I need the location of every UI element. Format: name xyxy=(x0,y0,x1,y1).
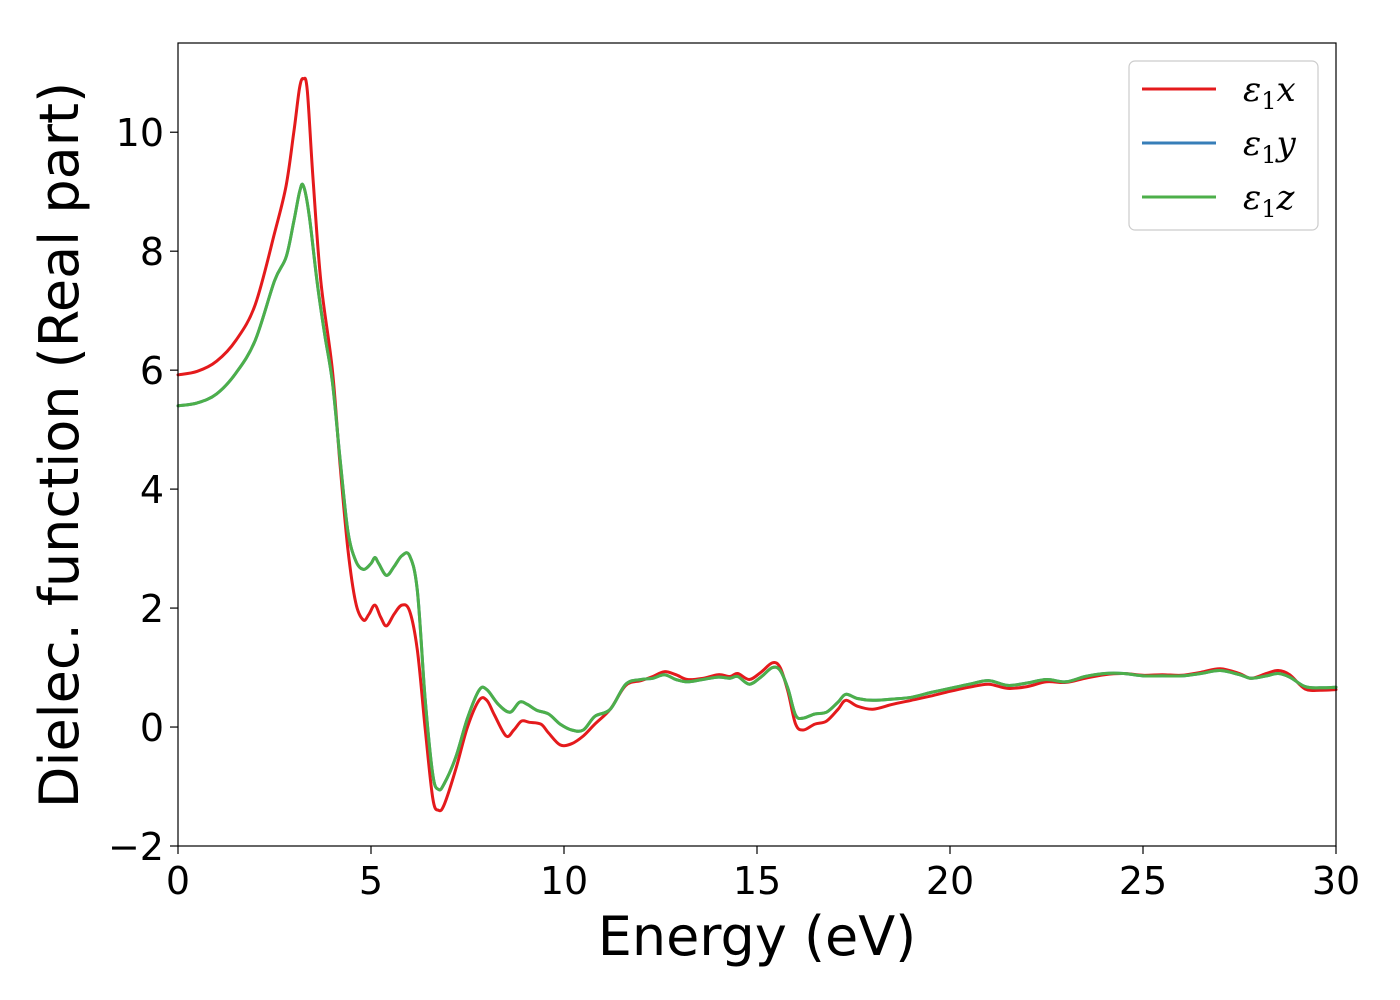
x-tick-label: 5 xyxy=(359,859,383,903)
y-tick-label: 6 xyxy=(140,349,164,393)
series-line-3 xyxy=(176,182,1338,792)
legend-frame xyxy=(1128,60,1319,231)
legend: ε1x ε1y ε1z xyxy=(1128,60,1319,231)
y-tick-label: 10 xyxy=(116,111,164,155)
y-axis-title: Dielec. function (Real part) xyxy=(28,82,91,808)
y-tick-label: −2 xyxy=(108,825,164,869)
x-tick-label: 30 xyxy=(1312,859,1360,903)
x-axis: 0 5 10 15 20 25 30 xyxy=(166,846,1360,903)
legend-label-3: ε1z xyxy=(1243,178,1296,223)
legend-label-1: ε1x xyxy=(1243,70,1296,115)
y-axis: −2 0 2 4 6 8 10 xyxy=(108,111,178,869)
x-tick-label: 10 xyxy=(540,859,588,903)
x-tick-label: 0 xyxy=(166,859,190,903)
x-tick-label: 20 xyxy=(926,859,974,903)
y-tick-label: 8 xyxy=(140,230,164,274)
y-tick-label: 4 xyxy=(140,468,164,512)
y-tick-label: 0 xyxy=(140,706,164,750)
series-layer xyxy=(176,76,1338,813)
y-tick-label: 2 xyxy=(140,587,164,631)
x-tick-label: 25 xyxy=(1119,859,1167,903)
x-tick-label: 15 xyxy=(733,859,781,903)
x-axis-title: Energy (eV) xyxy=(598,905,917,968)
legend-label-2: ε1y xyxy=(1243,124,1297,169)
